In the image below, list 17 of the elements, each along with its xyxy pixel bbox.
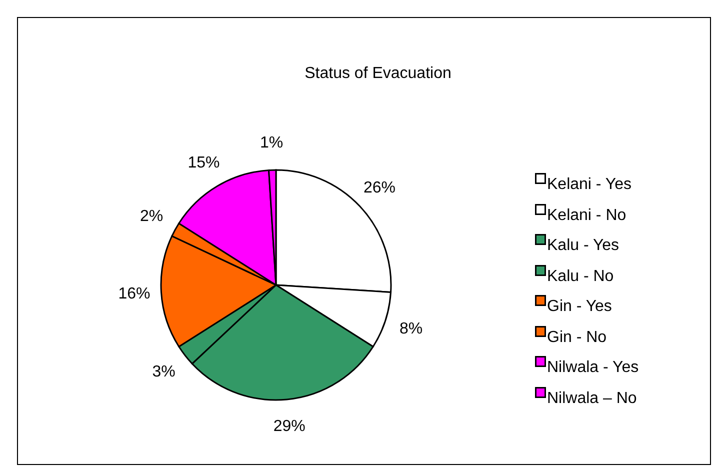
data-label: 1% <box>260 134 284 152</box>
legend-label: Kalu - No <box>547 266 614 286</box>
chart-title: Status of Evacuation <box>304 65 452 83</box>
data-label: 8% <box>399 320 423 338</box>
legend-label: Kelani - Yes <box>547 175 632 194</box>
data-label: 2% <box>140 208 164 226</box>
data-label: 29% <box>273 418 306 435</box>
data-label: 16% <box>118 285 150 302</box>
legend-label: Kalu - Yes <box>547 236 620 255</box>
legend-label: Nilwala – No <box>547 388 637 408</box>
data-label: 15% <box>188 154 220 172</box>
legend-label: Kelani - No <box>547 206 626 224</box>
legend-label: Gin - No <box>547 328 607 346</box>
data-label: 3% <box>152 364 176 381</box>
data-label: 26% <box>364 179 396 196</box>
legend-label: Gin - Yes <box>547 297 612 316</box>
legend-label: Nilwala - Yes <box>547 358 639 377</box>
